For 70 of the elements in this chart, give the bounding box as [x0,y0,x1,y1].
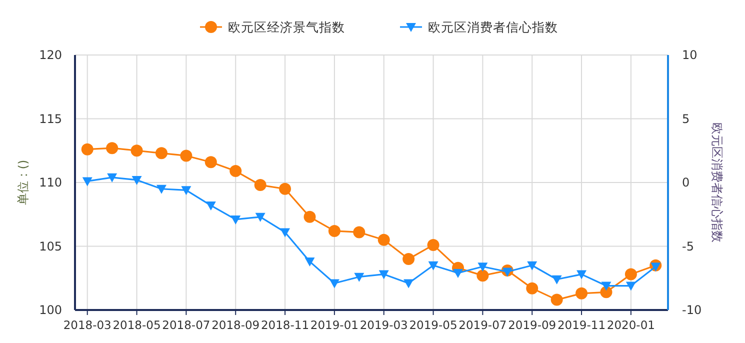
x-tick-label: 2018-11 [260,318,310,332]
point [156,184,166,194]
point [255,212,266,222]
point [106,142,118,154]
point [130,144,143,157]
point [206,201,216,210]
point [550,294,563,306]
point [254,179,266,192]
point [378,270,389,280]
point [204,156,217,168]
x-tick-label: 2020-01 [606,318,655,332]
point [650,262,661,272]
point [155,147,168,160]
point [180,150,192,162]
x-tick-label: 2019-07 [458,318,507,332]
point [478,262,488,272]
y-tick-label: 105 [39,239,62,254]
point [402,253,415,265]
point [626,282,636,291]
point [304,258,315,267]
point [526,282,538,294]
point [601,282,612,291]
point [476,270,489,282]
point [404,279,414,288]
legend-label: 欧元区经济景气指数 [228,20,345,34]
point [527,261,538,270]
point [107,173,118,182]
point [230,215,241,224]
y-tick-label: 100 [39,303,62,317]
point [329,279,340,288]
y2-tick-label: -10 [682,303,702,317]
point [280,228,290,238]
point [81,143,94,156]
x-tick-label: 2019-11 [557,318,606,332]
x-tick-label: 2019-05 [409,318,458,332]
y2-tick-label: -5 [682,239,694,254]
point [576,270,587,280]
legend-label: 欧元区消费者信心指数 [428,20,558,34]
point [576,287,588,300]
point [552,275,562,284]
x-tick-label: 2019-03 [360,318,408,332]
x-tick-label: 2019-01 [310,318,358,332]
point [279,182,292,195]
y2-tick-label: 5 [682,112,690,126]
x-tick-label: 2018-05 [112,318,161,332]
x-tick-label: 2018-07 [162,318,210,332]
point [427,238,440,251]
point [624,268,637,280]
y-tick-label: 120 [39,48,62,62]
point [452,269,463,278]
y2-tick-label: 10 [682,48,698,62]
x-tick-label: 2018-09 [212,318,260,332]
point [378,234,390,246]
x-tick-label: 2018-03 [63,318,112,332]
y-tick-label: 115 [39,112,62,126]
point [354,272,364,282]
y2-tick-label: 0 [682,176,690,190]
point [502,268,512,277]
x-tick-label: 2019-09 [508,318,556,332]
point [328,224,340,237]
point [82,177,92,186]
point [132,176,142,185]
point [181,186,192,196]
y-axis-title: 单位：() [16,160,30,206]
y2-axis-title: 欧元区消费者信心指数 [710,122,724,242]
point [230,165,242,178]
point [304,210,316,223]
point [353,226,366,238]
y-tick-label: 110 [39,176,62,190]
point [428,261,438,270]
